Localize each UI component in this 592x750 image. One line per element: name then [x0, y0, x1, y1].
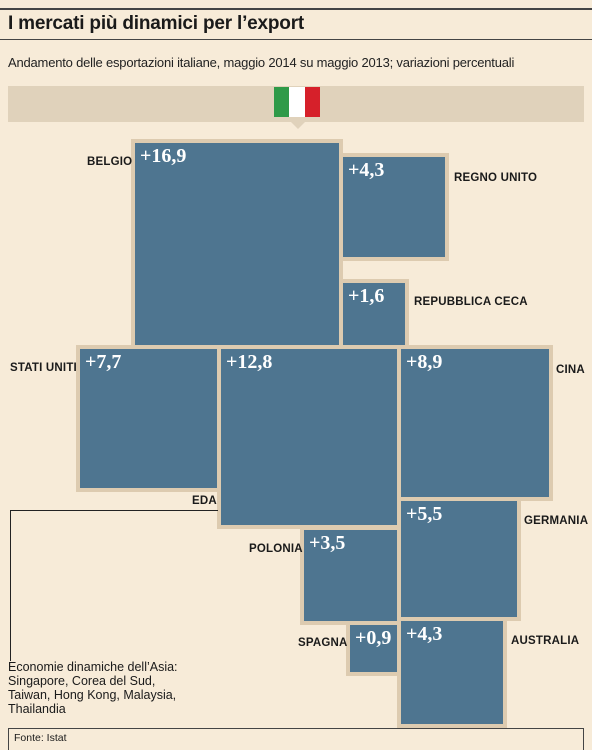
source-note: Fonte: Istat	[14, 732, 67, 744]
label-spagna: SPAGNA	[298, 637, 348, 649]
label-repubblica-ceca: REPUBBLICA CECA	[414, 296, 528, 308]
value-label-belgio: +16,9	[140, 145, 187, 167]
italy-flag-icon	[274, 87, 320, 117]
tile-eda: +12,8	[217, 345, 401, 529]
value-label-germania: +5,5	[406, 503, 443, 525]
label-germania: GERMANIA	[524, 515, 589, 527]
frame-left-edge	[8, 728, 9, 750]
tile-spagna: +0,9	[346, 621, 401, 676]
value-label-eda: +12,8	[226, 351, 273, 373]
flag-red-stripe	[304, 87, 320, 117]
label-belgio: BELGIO	[87, 156, 133, 168]
tile-repubblica-ceca: +1,6	[339, 279, 409, 349]
value-label-polonia: +3,5	[309, 532, 346, 554]
frame-right-edge	[583, 728, 584, 750]
eda-note: Economie dinamiche dell’Asia: Singapore,…	[8, 660, 178, 716]
chart-title: I mercati più dinamici per l’export	[8, 13, 305, 34]
top-rule	[0, 8, 592, 10]
tile-regno-unito: +4,3	[339, 153, 449, 261]
label-stati-uniti: STATI UNITI	[10, 362, 77, 374]
band-pointer	[286, 117, 310, 129]
flag-green-stripe	[274, 87, 290, 117]
tile-stati-uniti: +7,7	[76, 345, 221, 492]
tile-polonia: +3,5	[300, 526, 401, 625]
value-label-australia: +4,3	[406, 623, 443, 645]
label-cina: CINA	[556, 364, 585, 376]
flag-white-stripe	[289, 87, 305, 117]
label-eda: EDA	[192, 495, 217, 507]
chart-subtitle: Andamento delle esportazioni italiane, m…	[8, 55, 515, 70]
label-polonia: POLONIA	[249, 543, 303, 555]
label-regno-unito: REGNO UNITO	[454, 172, 538, 184]
value-label-spagna: +0,9	[355, 627, 392, 649]
title-rule	[0, 39, 592, 40]
eda-leader-line	[10, 510, 218, 661]
tile-cina: +8,9	[397, 345, 553, 501]
value-label-regno-unito: +4,3	[348, 159, 385, 181]
value-label-repubblica-ceca: +1,6	[348, 285, 385, 307]
tile-germania: +5,5	[397, 497, 521, 621]
label-australia: AUSTRALIA	[511, 635, 580, 647]
tile-australia: +4,3	[397, 617, 507, 728]
value-label-cina: +8,9	[406, 351, 443, 373]
tile-belgio: +16,9	[131, 139, 343, 349]
value-label-stati-uniti: +7,7	[85, 351, 122, 373]
source-rule	[8, 728, 584, 729]
